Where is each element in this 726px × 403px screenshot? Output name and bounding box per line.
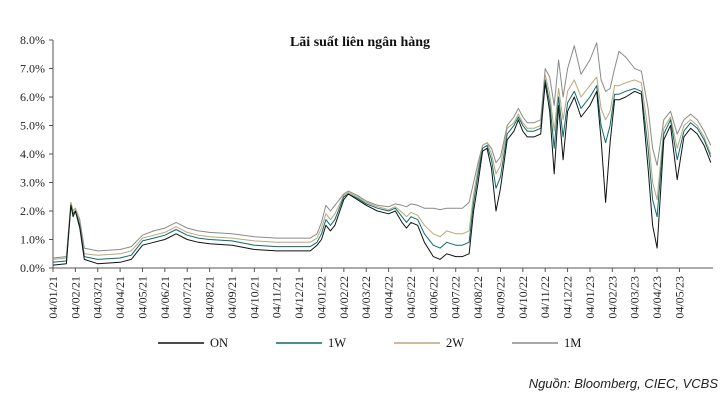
- y-tick-label: 5.0%: [20, 119, 45, 133]
- y-tick-label: 4.0%: [20, 147, 45, 161]
- x-tick-label: 04/05/21: [135, 276, 149, 319]
- x-tick-label: 04/09/21: [225, 276, 239, 319]
- legend: ON 1W 2W 1M: [158, 336, 581, 350]
- y-tick-label: 0.0%: [20, 261, 45, 275]
- x-tick-label: 04/03/22: [359, 276, 373, 319]
- x-tick-label: 04/02/22: [337, 276, 351, 319]
- series-line-2w: [52, 73, 712, 260]
- x-tick-label: 04/05/23: [672, 276, 686, 319]
- x-tick-label: 04/03/21: [91, 276, 105, 319]
- x-tick-label: 04/12/22: [561, 276, 575, 319]
- source-note: Nguồn: Bloomberg, CIEC, VCBS: [528, 376, 718, 391]
- x-tick-label: 04/10/22: [516, 276, 530, 319]
- x-tick-label: 04/01/23: [583, 276, 597, 319]
- x-tick-label: 04/06/22: [426, 276, 440, 319]
- series-line-1m: [52, 42, 712, 259]
- legend-label: 2W: [446, 336, 464, 350]
- x-tick-label: 04/07/22: [449, 276, 463, 319]
- series-line-1w: [52, 79, 712, 263]
- x-tick-label: 04/04/21: [113, 276, 127, 319]
- y-axis: 0.0% 1.0% 2.0% 3.0% 4.0% 5.0% 6.0% 7.0% 8.0%: [20, 33, 54, 275]
- x-tick-label: 04/11/22: [538, 276, 552, 318]
- legend-label: 1W: [328, 336, 346, 350]
- y-tick-label: 3.0%: [20, 176, 45, 190]
- x-tick-label: 04/05/22: [404, 276, 418, 319]
- y-tick-label: 2.0%: [20, 204, 45, 218]
- x-tick-label: 04/11/21: [270, 276, 284, 318]
- x-tick-label: 04/04/22: [382, 276, 396, 319]
- x-tick-label: 04/03/23: [628, 276, 642, 319]
- series-layer: [52, 42, 712, 266]
- x-tick-label: 04/12/21: [292, 276, 306, 319]
- x-tick-label: 04/08/22: [471, 276, 485, 319]
- x-tick-label: 04/06/21: [158, 276, 172, 319]
- chart-title: Lãi suất liên ngân hàng: [290, 35, 430, 50]
- y-tick-label: 8.0%: [20, 33, 45, 47]
- series-line-on: [52, 82, 712, 266]
- x-tick-label: 04/02/23: [605, 276, 619, 319]
- x-tick-label: 04/07/21: [180, 276, 194, 319]
- y-tick-label: 6.0%: [20, 90, 45, 104]
- x-tick-label: 04/10/21: [247, 276, 261, 319]
- legend-label: ON: [210, 336, 228, 350]
- legend-label: 1M: [564, 336, 581, 350]
- x-tick-label: 04/09/22: [493, 276, 507, 319]
- x-tick-label: 04/04/23: [650, 276, 664, 319]
- x-axis: 04/01/21 04/02/21 04/03/21 04/04/21 04/05/21…: [46, 267, 713, 319]
- x-tick-label: 04/08/21: [203, 276, 217, 319]
- x-tick-label: 04/02/21: [68, 276, 82, 319]
- x-tick-label: 04/01/21: [46, 276, 60, 319]
- y-tick-label: 1.0%: [20, 233, 45, 247]
- x-tick-label: 04/01/22: [314, 276, 328, 319]
- y-tick-label: 7.0%: [20, 62, 45, 76]
